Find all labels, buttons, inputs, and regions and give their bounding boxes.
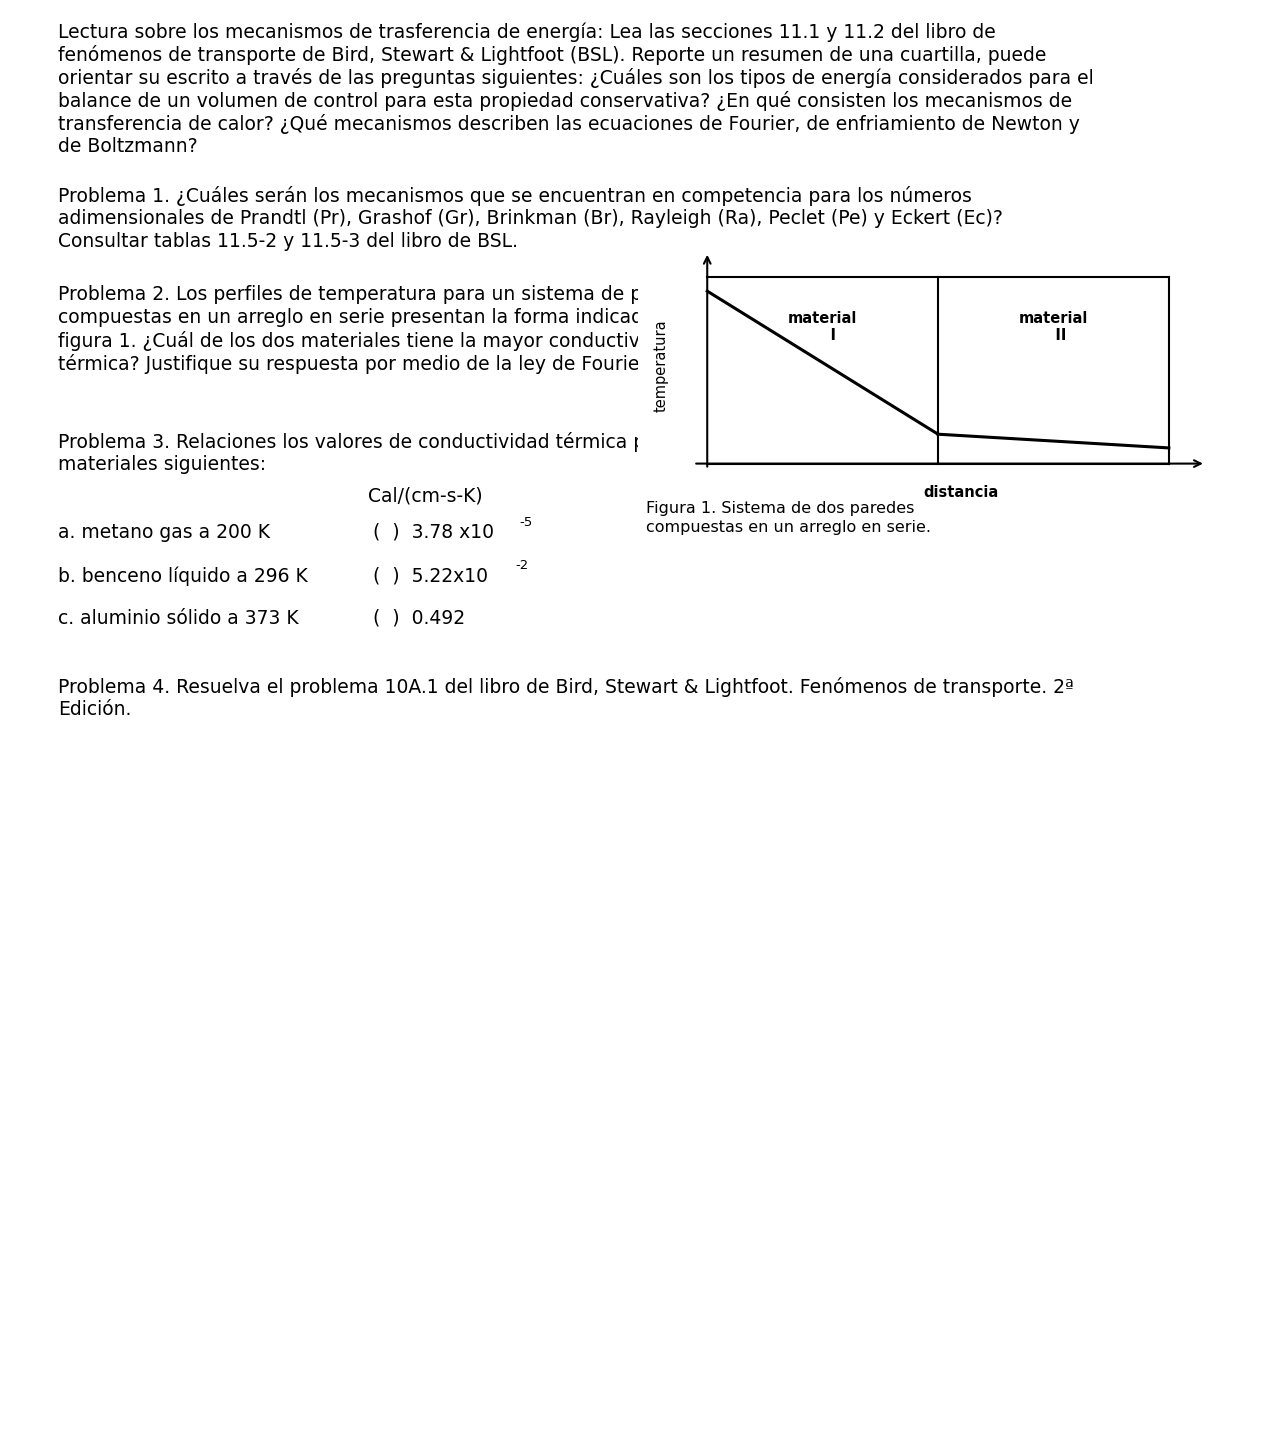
Text: compuestas en un arreglo en serie presentan la forma indicada en la: compuestas en un arreglo en serie presen… (57, 307, 706, 327)
Text: materiales siguientes:: materiales siguientes: (57, 455, 266, 473)
Text: -2: -2 (515, 559, 528, 572)
Text: Problema 4. Resuelva el problema 10A.1 del libro de Bird, Stewart & Lightfoot. F: Problema 4. Resuelva el problema 10A.1 d… (57, 676, 1074, 696)
Text: b. benceno líquido a 296 K: b. benceno líquido a 296 K (57, 566, 307, 585)
Text: c. aluminio sólido a 373 K: c. aluminio sólido a 373 K (57, 609, 298, 628)
Text: Figura 1. Sistema de dos paredes: Figura 1. Sistema de dos paredes (646, 500, 914, 516)
Text: figura 1. ¿Cuál de los dos materiales tiene la mayor conductividad: figura 1. ¿Cuál de los dos materiales ti… (57, 330, 681, 350)
Text: de Boltzmann?: de Boltzmann? (57, 137, 198, 156)
Text: térmica? Justifique su respuesta por medio de la ley de Fourier.: térmica? Justifique su respuesta por med… (57, 355, 652, 375)
Text: distancia: distancia (923, 485, 998, 500)
Text: adimensionales de Prandtl (Pr), Grashof (Gr), Brinkman (Br), Rayleigh (Ra), Pecl: adimensionales de Prandtl (Pr), Grashof … (57, 209, 1003, 227)
Text: Problema 3. Relaciones los valores de conductividad térmica para los: Problema 3. Relaciones los valores de co… (57, 432, 709, 452)
Text: compuestas en un arreglo en serie.: compuestas en un arreglo en serie. (646, 521, 931, 535)
Text: Edición.: Edición. (57, 701, 131, 719)
Text: temperatura: temperatura (654, 319, 668, 412)
Text: (  )  0.492: ( ) 0.492 (374, 609, 465, 628)
Text: balance de un volumen de control para esta propiedad conservativa? ¿En qué consi: balance de un volumen de control para es… (57, 92, 1072, 112)
Text: orientar su escrito a través de las preguntas siguientes: ¿Cuáles son los tipos : orientar su escrito a través de las preg… (57, 69, 1094, 89)
Text: Problema 1. ¿Cuáles serán los mecanismos que se encuentran en competencia para l: Problema 1. ¿Cuáles serán los mecanismos… (57, 186, 972, 206)
Text: transferencia de calor? ¿Qué mecanismos describen las ecuaciones de Fourier, de : transferencia de calor? ¿Qué mecanismos … (57, 114, 1080, 134)
Text: Problema 2. Los perfiles de temperatura para un sistema de paredes: Problema 2. Los perfiles de temperatura … (57, 285, 706, 305)
Text: -5: -5 (519, 516, 532, 529)
Text: Consultar tablas 11.5-2 y 11.5-3 del libro de BSL.: Consultar tablas 11.5-2 y 11.5-3 del lib… (57, 232, 518, 252)
Text: Cal/(cm-s-K): Cal/(cm-s-K) (368, 486, 483, 505)
Text: (  )  3.78 x10: ( ) 3.78 x10 (374, 523, 493, 542)
Text: fenómenos de transporte de Bird, Stewart & Lightfoot (BSL). Reporte un resumen d: fenómenos de transporte de Bird, Stewart… (57, 44, 1047, 64)
Text: material
   II: material II (1019, 310, 1088, 343)
Text: Lectura sobre los mecanismos de trasferencia de energía: Lea las secciones 11.1 : Lectura sobre los mecanismos de trasfere… (57, 21, 996, 41)
Text: (  )  5.22x10: ( ) 5.22x10 (374, 566, 488, 585)
Text: a. metano gas a 200 K: a. metano gas a 200 K (57, 523, 270, 542)
Text: material
    I: material I (788, 310, 857, 343)
